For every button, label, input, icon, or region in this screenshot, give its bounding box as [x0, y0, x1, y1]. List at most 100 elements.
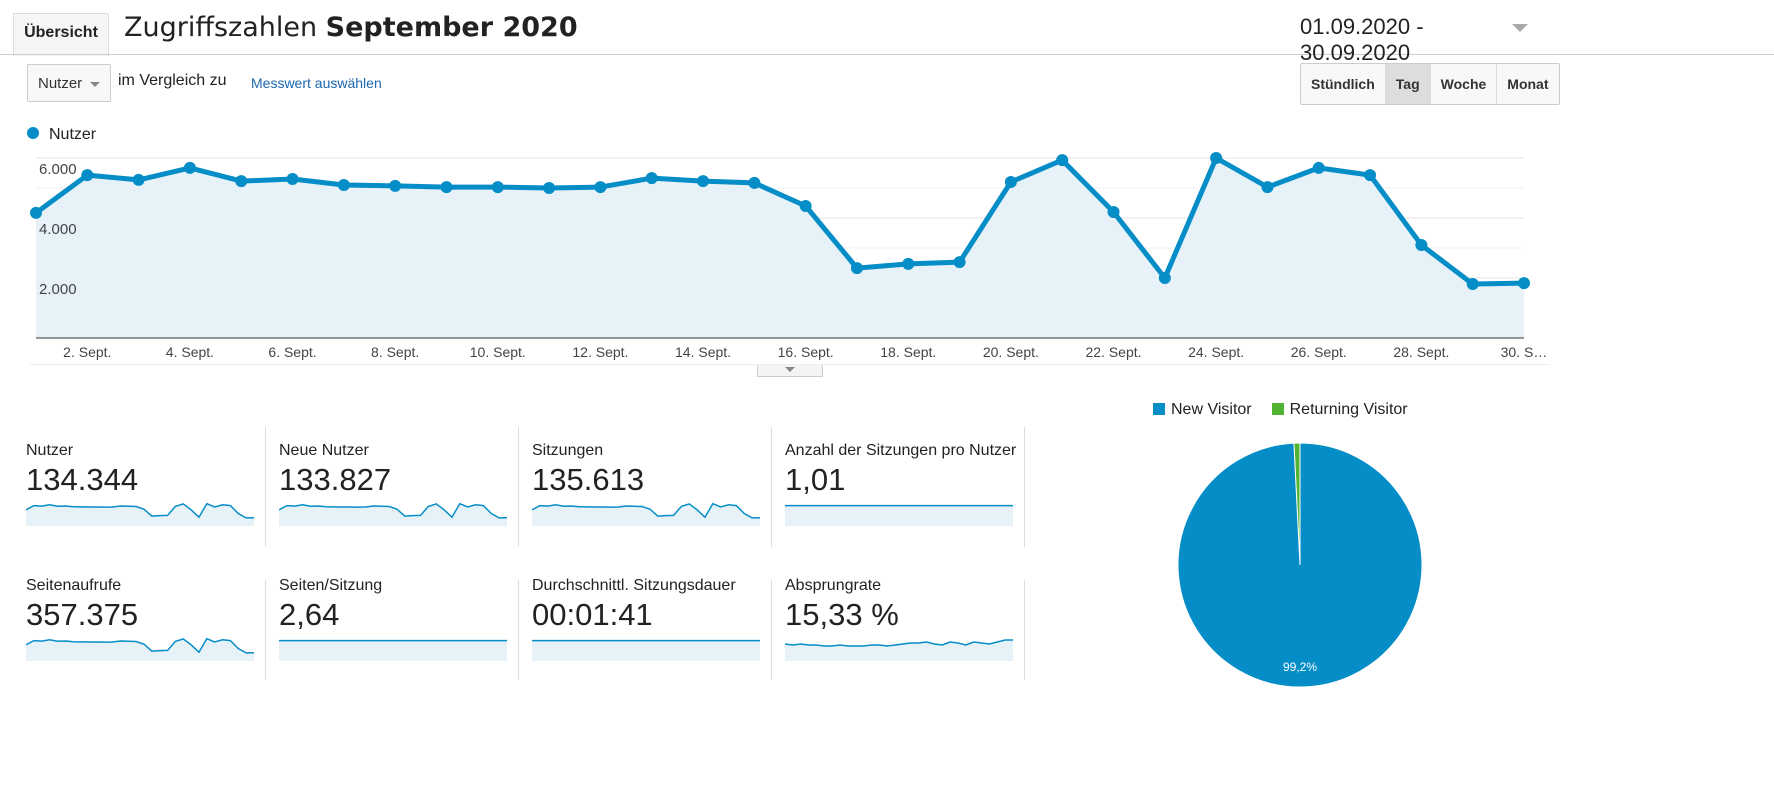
metric-value: 15,33 % — [785, 597, 899, 632]
x-tick-label: 22. Sept. — [1085, 344, 1141, 360]
metric-value: 1,01 — [785, 462, 846, 497]
select-metric-link[interactable]: Messwert auswählen — [251, 75, 382, 91]
x-tick-label: 14. Sept. — [675, 344, 731, 360]
divider — [771, 427, 772, 547]
x-tick-label: 10. Sept. — [470, 344, 526, 360]
metric-value: 134.344 — [26, 462, 139, 497]
metric-card[interactable]: Durchschnittl. Sitzungsdauer 00:01:41 — [531, 555, 772, 666]
granularity-day[interactable]: Tag — [1385, 64, 1431, 104]
x-tick-label: 16. Sept. — [778, 344, 834, 360]
data-point — [183, 161, 196, 174]
sparkline-fill — [279, 503, 507, 526]
data-point — [1004, 176, 1017, 188]
sparkline-line — [25, 637, 255, 654]
granularity-month[interactable]: Monat — [1507, 76, 1549, 92]
chevron-down-icon[interactable] — [1512, 24, 1528, 32]
sparkline-line — [25, 502, 255, 519]
sparkline-fill — [785, 505, 1013, 526]
data-point — [1261, 181, 1274, 194]
sparkline-fill — [26, 638, 254, 661]
granularity-week[interactable]: Woche — [1431, 64, 1498, 104]
data-point — [235, 175, 248, 188]
chart-legend[interactable]: Nutzer — [27, 126, 96, 144]
pie-label: 99,2% — [1283, 660, 1317, 674]
legend-label: Returning Visitor — [1289, 401, 1408, 418]
data-point — [1415, 239, 1428, 251]
data-point — [543, 182, 556, 194]
pie-slice-new-visitor — [1177, 442, 1423, 688]
x-tick-label: 20. Sept. — [983, 344, 1039, 360]
metric-sparkline — [278, 502, 508, 526]
metric-card[interactable]: Seiten/Sitzung 2,64 — [278, 555, 519, 666]
sparkline-fill — [532, 503, 760, 526]
metric-label: Nutzer — [26, 442, 74, 459]
series-line — [34, 155, 1525, 287]
sparkline-line — [278, 502, 508, 519]
data-point — [748, 176, 761, 189]
tab-overview[interactable]: Übersicht — [13, 13, 109, 56]
metric-card[interactable]: Neue Nutzer 133.827 — [278, 420, 519, 531]
data-point — [440, 181, 453, 194]
data-point — [337, 179, 350, 191]
expand-chart-button[interactable] — [757, 365, 823, 377]
y-tick-label: 2.000 — [39, 281, 77, 298]
sparkline-fill — [26, 503, 254, 526]
data-point — [30, 206, 42, 219]
data-point — [389, 179, 402, 192]
y-tick-label: 6.000 — [39, 161, 77, 178]
metric-sparkline — [531, 639, 760, 661]
data-point — [1107, 206, 1120, 218]
legend-new-visitor[interactable]: New Visitor — [1153, 401, 1252, 419]
granularity-toggle: Stündlich Tag Woche Monat — [1300, 63, 1560, 105]
metric-card[interactable]: Sitzungen 135.613 — [531, 420, 772, 531]
legend-label: Nutzer — [49, 126, 97, 143]
legend-label: New Visitor — [1171, 401, 1252, 418]
chevron-down-icon — [90, 82, 100, 87]
data-point — [594, 181, 607, 194]
metric-card[interactable]: Seitenaufrufe 357.375 — [25, 555, 266, 666]
chevron-down-icon — [785, 367, 795, 372]
metric-card[interactable]: Nutzer 134.344 — [25, 420, 266, 531]
granularity-hourly[interactable]: Stündlich — [1301, 64, 1386, 104]
divider — [518, 580, 519, 680]
metric-card[interactable]: Absprungrate 15,33 % — [784, 555, 1025, 666]
divider — [0, 54, 1774, 55]
metric-label: Absprungrate — [785, 577, 882, 594]
metric-label: Neue Nutzer — [279, 442, 369, 459]
x-tick-label: 24. Sept. — [1188, 344, 1244, 360]
data-point — [1210, 152, 1223, 164]
date-range-picker[interactable]: 01.09.2020 - 30.09.2020 — [1300, 14, 1510, 74]
x-tick-label: 2. Sept. — [63, 344, 111, 360]
chart-area-fill — [36, 158, 1524, 338]
metric-select[interactable]: Nutzer — [27, 64, 111, 102]
metric-label: Seitenaufrufe — [26, 577, 122, 594]
data-point — [1056, 154, 1069, 167]
users-line-chart[interactable]: 2.000 4.000 6.000 2. Sept. 4. Sept. 6. Sept. 8… — [0, 150, 1560, 365]
metric-label: Anzahl der Sitzungen pro Nutzer — [785, 442, 1017, 459]
x-tick-label: 4. Sept. — [166, 344, 214, 360]
metric-select-value: Nutzer — [38, 75, 83, 92]
data-point — [1364, 169, 1377, 182]
data-point — [286, 173, 299, 185]
sparkline-fill — [785, 640, 1013, 661]
metric-card[interactable]: Anzahl der Sitzungen pro Nutzer 1,01 — [784, 420, 1025, 531]
title-bold: September 2020 — [325, 12, 578, 43]
data-point — [491, 181, 504, 194]
metric-sparkline — [784, 639, 1013, 661]
sparkline-fill — [279, 640, 507, 661]
visitor-pie-chart[interactable]: 99,2% — [1170, 435, 1430, 695]
x-tick-label: 8. Sept. — [371, 344, 419, 360]
divider — [771, 580, 772, 680]
x-tick-label: 26. Sept. — [1291, 344, 1347, 360]
sparkline-line — [531, 502, 761, 519]
data-point — [1518, 277, 1530, 290]
divider — [518, 427, 519, 547]
metric-sparkline — [784, 504, 1013, 526]
x-tick-label: 28. Sept. — [1393, 344, 1449, 360]
legend-returning-visitor[interactable]: Returning Visitor — [1271, 401, 1408, 419]
data-point — [953, 256, 966, 269]
metric-sparkline — [278, 639, 507, 661]
swatch-icon — [1271, 403, 1284, 415]
metric-sparkline — [531, 502, 761, 526]
divider — [265, 427, 266, 547]
